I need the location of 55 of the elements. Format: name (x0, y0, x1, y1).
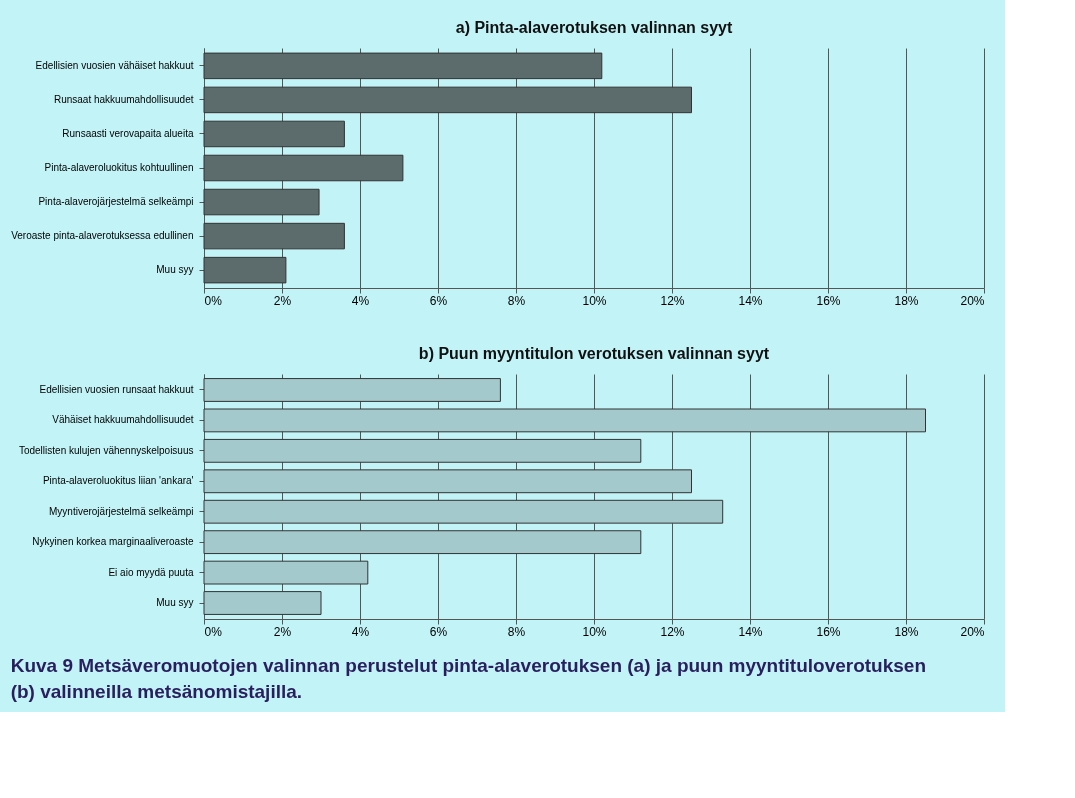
x-tick-label: 20% (960, 624, 985, 639)
x-tick-label: 10% (582, 624, 607, 639)
y-tick-label: Myyntiverojärjestelmä selkeämpi (49, 505, 194, 517)
text: Kuva 9 Metsäveromuotojen valinnan perustelut pinta-alaverotuksen (a) ja puun myyntituloverotuksen (b) valinneilla metsänomistajilla. (10, 655, 927, 702)
y-tick-label: Pinta-alaveroluokitus liian 'ankara' (42, 475, 194, 487)
x-tick-label: 10% (582, 293, 607, 308)
x-tick-label: 14% (738, 624, 763, 639)
x-tick-label: 20% (960, 293, 985, 308)
x-tick-label: 6% (429, 624, 448, 639)
bar (203, 408, 926, 433)
y-tick-label: Runsaat hakkuumahdollisuudet (53, 93, 194, 105)
y-tick-label: Edellisien vuosien vähäiset hakkuut (35, 59, 194, 71)
x-tick-label: 0% (204, 293, 223, 308)
x-tick-label: 8% (507, 293, 526, 308)
x-tick-label: 0% (204, 624, 223, 639)
x-tick-label: 18% (894, 293, 919, 308)
chart-title: a) Pinta-alaverotuksen valinnan syyt (455, 19, 733, 36)
y-tick-label: Edellisien vuosien runsaat hakkuut (39, 383, 194, 395)
y-tick-label: Nykyinen korkea marginaaliveroaste (32, 536, 194, 548)
y-tick-label: Veroaste pinta-alaverotuksessa edullinen (11, 230, 194, 242)
y-tick-label: Vähäiset hakkuumahdollisuudet (52, 414, 194, 426)
x-tick-label: 18% (894, 624, 919, 639)
x-tick-label: 8% (507, 624, 526, 639)
bar (203, 222, 345, 250)
bar (203, 560, 369, 585)
y-tick-label: Pinta-alaverojärjestelmä selkeämpi (38, 196, 194, 208)
bar (203, 591, 322, 615)
bar (203, 86, 692, 114)
x-tick-label: 14% (738, 293, 763, 308)
bar (203, 378, 501, 402)
x-tick-label: 4% (351, 624, 370, 639)
bar (203, 52, 603, 80)
x-tick-label: 12% (660, 293, 685, 308)
y-tick-label: Todellisten kulujen vähennyskelpoisuus (18, 444, 194, 456)
bar (203, 499, 724, 524)
bar (203, 120, 345, 148)
bar (203, 438, 642, 463)
x-tick-label: 2% (273, 624, 292, 639)
bar (203, 256, 287, 284)
x-tick-label: 16% (816, 293, 841, 308)
y-tick-label: Ei aio myydä puuta (108, 566, 194, 578)
x-tick-label: 2% (273, 293, 292, 308)
y-tick-label: Pinta-alaveroluokitus kohtuullinen (44, 162, 194, 173)
bar (203, 530, 642, 555)
y-tick-label: Muu syy (156, 597, 194, 609)
x-tick-label: 4% (351, 293, 370, 308)
bar (203, 188, 320, 216)
bar (203, 469, 692, 494)
y-tick-label: Muu syy (156, 264, 194, 276)
x-tick-label: 16% (816, 624, 841, 639)
y-tick-label: Runsaasti verovapaita alueita (62, 127, 194, 139)
bar (203, 154, 404, 182)
chart-title: b) Puun myyntitulon verotuksen valinnan syyt (418, 345, 770, 362)
x-tick-label: 12% (660, 624, 685, 639)
x-tick-label: 6% (429, 293, 448, 308)
